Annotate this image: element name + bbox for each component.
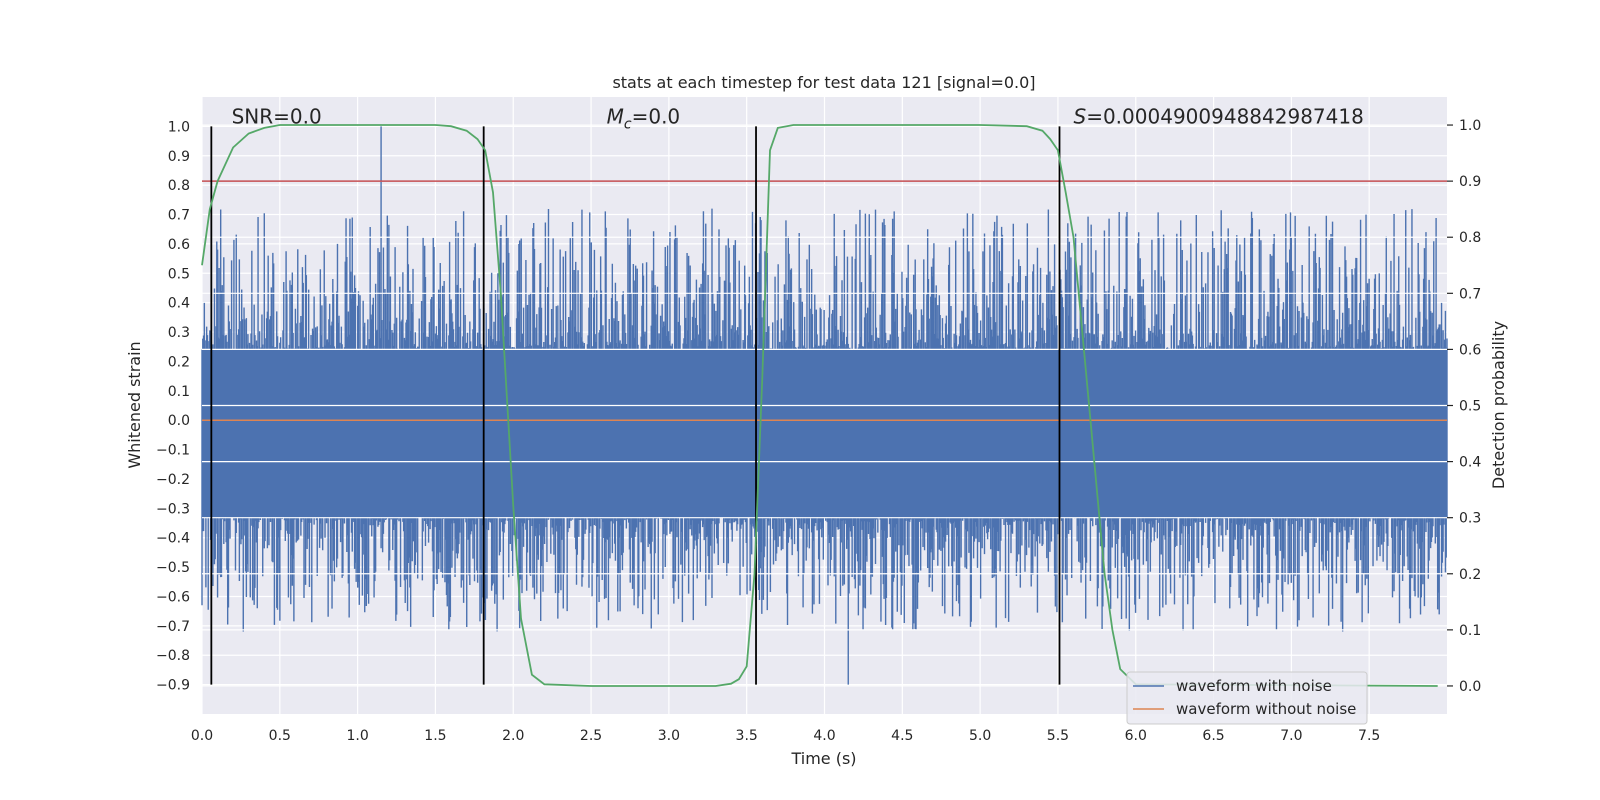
y-left-tick-label: 0.6: [168, 237, 190, 253]
x-tick-label: 6.5: [1202, 728, 1224, 744]
vertical-markers: [210, 126, 1061, 685]
annotations: SNR=0.0 Mc=0.0 S=0.0004900948842987418: [232, 104, 1364, 132]
y-right-tick-label: 0.7: [1459, 286, 1481, 302]
legend: waveform with noise waveform without noi…: [1126, 671, 1368, 725]
legend-box: [1126, 671, 1368, 725]
legend-label-clean: waveform without noise: [1176, 700, 1356, 718]
right-axis-layer: [201, 124, 1447, 687]
x-tick-label: 4.5: [891, 728, 913, 744]
y-left-tick-label: −0.3: [156, 501, 190, 517]
y-left-tick-label: 0.7: [168, 208, 190, 224]
x-axis-ticks: 0.0 0.5 1.0 1.5 2.0 2.5 3.0 3.5 4.0 4.5 5.0 5.5 6.0 6…: [191, 728, 1380, 744]
y-left-tick-label: −0.6: [156, 589, 190, 605]
y-left-axis-ticks: 1.0 0.9 0.8 0.7 0.6 0.5 0.4 0.3 0.2 0.1 0.0 −0.1 −0.…: [156, 119, 190, 693]
y-right-tick-label: 0.0: [1459, 679, 1481, 695]
x-tick-label: 4.0: [813, 728, 835, 744]
x-tick-label: 7.5: [1358, 728, 1380, 744]
chart-title: stats at each timestep for test data 121…: [612, 73, 1035, 92]
y-left-tick-label: −0.7: [156, 619, 190, 635]
x-tick-label: 7.0: [1280, 728, 1302, 744]
x-tick-label: 2.5: [580, 728, 602, 744]
y-right-tick-label: 0.8: [1459, 230, 1481, 246]
y-right-tick-label: 0.9: [1459, 174, 1481, 190]
y-left-tick-label: 0.4: [168, 296, 190, 312]
y-left-tick-label: −0.4: [156, 531, 190, 547]
x-tick-label: 5.0: [969, 728, 991, 744]
y-left-tick-label: 0.5: [168, 266, 190, 282]
x-tick-label: 1.0: [346, 728, 368, 744]
y-left-tick-label: −0.9: [156, 678, 190, 694]
x-tick-label: 0.5: [269, 728, 291, 744]
y-right-tick-label: 0.2: [1459, 567, 1481, 583]
y-right-tick-label: 0.1: [1459, 623, 1481, 639]
y-left-tick-label: 0.8: [168, 178, 190, 194]
snr-annotation: SNR=0.0: [232, 104, 322, 128]
y-left-tick-label: 0.1: [168, 384, 190, 400]
y-left-tick-label: 0.0: [168, 413, 190, 429]
y-right-tick-label: 1.0: [1459, 118, 1481, 134]
y-left-tick-label: −0.5: [156, 560, 190, 576]
x-axis-title: Time (s): [790, 749, 856, 768]
x-tick-label: 0.0: [191, 728, 213, 744]
x-tick-label: 2.0: [502, 728, 524, 744]
x-tick-label: 5.5: [1047, 728, 1069, 744]
s-statistic-annotation: S=0.0004900948842987418: [1074, 104, 1364, 128]
y-right-tick-label: 0.6: [1459, 342, 1481, 358]
x-tick-label: 6.0: [1125, 728, 1147, 744]
y-left-axis-title: Whitened strain: [125, 341, 144, 468]
y-right-tick-label: 0.4: [1459, 455, 1481, 471]
y-left-tick-label: 0.9: [168, 149, 190, 165]
x-tick-label: 3.0: [658, 728, 680, 744]
y-right-tick-label: 0.3: [1459, 511, 1481, 527]
y-right-axis-ticks: 1.0 0.9 0.8 0.7 0.6 0.5 0.4 0.3 0.2 0.1 0.0: [1447, 118, 1481, 695]
legend-label-noise: waveform with noise: [1176, 677, 1332, 695]
x-tick-label: 3.5: [736, 728, 758, 744]
y-left-tick-label: −0.1: [156, 443, 190, 459]
x-tick-label: 1.5: [424, 728, 446, 744]
y-right-tick-label: 0.5: [1459, 399, 1481, 415]
plot-area: [201, 126, 1448, 685]
chirp-mass-annotation: Mc=0.0: [607, 104, 681, 132]
y-left-tick-label: −0.2: [156, 472, 190, 488]
y-left-tick-label: 0.3: [168, 325, 190, 341]
detection-probability-series: [201, 124, 1438, 687]
y-left-tick-label: 0.2: [168, 354, 190, 370]
y-left-tick-label: −0.8: [156, 648, 190, 664]
y-left-tick-label: 1.0: [168, 119, 190, 135]
y-right-axis-title: Detection probability: [1489, 321, 1508, 489]
